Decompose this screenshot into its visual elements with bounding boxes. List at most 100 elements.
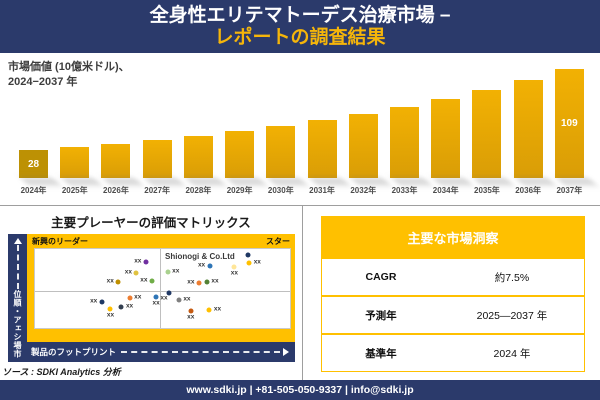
player-data-point: xx xyxy=(134,258,149,265)
insights-table-header: 主要な市場洞察 xyxy=(322,217,584,257)
matrix-x-axis: 製品のフットプリント xyxy=(27,342,295,362)
point-label: xx xyxy=(172,267,180,275)
point-label: xx xyxy=(183,295,191,303)
year-tick-label: 2035年 xyxy=(474,186,500,195)
player-data-point: xx xyxy=(198,262,213,269)
player-data-point: xx xyxy=(187,308,194,320)
player-data-point: xx xyxy=(140,277,155,284)
bar-2034年 xyxy=(431,99,461,178)
bar-2029年 xyxy=(225,131,255,178)
point-label: xx xyxy=(160,294,168,302)
matrix-y-axis-label: 位順・アェシ場市 xyxy=(13,290,22,358)
contact-footer-text: www.sdki.jp | +81-505-050-9337 | info@sd… xyxy=(186,384,414,396)
row-label-cagr: CAGR xyxy=(365,271,397,283)
chart-subtitle-line2: 2024−2037 年 xyxy=(8,75,78,88)
point-label: xx xyxy=(187,313,195,321)
bar-data-label: 28 xyxy=(27,158,40,170)
chart-subtitle-line1: 市場価値 (10億米ドル)、 xyxy=(8,61,130,73)
matrix-y-axis: 位順・アェシ場市 xyxy=(8,234,27,362)
player-data-point: xx xyxy=(206,306,221,313)
bar-2025年 xyxy=(60,147,90,178)
year-tick-label: 2031年 xyxy=(309,186,335,195)
bar-2026年 xyxy=(101,144,131,178)
market-value-bar-chart: 市場価値 (10億米ドル)、 2024−2037 年 28 109 2024年 20… xyxy=(0,53,600,205)
player-data-point: xx xyxy=(118,302,133,309)
quadrant-divider-vertical xyxy=(159,249,161,328)
year-tick-label: 2033年 xyxy=(391,186,418,195)
chart-subtitle: 市場価値 (10億米ドル)、 2024−2037 年 xyxy=(8,60,130,90)
player-matrix-panel: 主要プレーヤーの評価マトリックス 位順・アェシ場市 新興のリーダー スター xyxy=(0,206,303,380)
table-row-base-year: 基準年 2024 年 xyxy=(322,333,584,371)
bar-2030年 xyxy=(266,126,296,178)
player-data-point: xx xyxy=(125,269,139,276)
row-value-base-year: 2024 年 xyxy=(493,347,531,360)
bar-series: 28 109 xyxy=(19,53,584,178)
point-label: xx xyxy=(253,258,261,266)
point-label: xx xyxy=(134,293,142,300)
point-label: xx xyxy=(211,277,219,285)
year-tick-label: 2026年 xyxy=(103,186,129,195)
arrow-right-icon xyxy=(283,348,289,356)
year-tick-label: 2029年 xyxy=(226,186,253,195)
evaluation-matrix: 位順・アェシ場市 新興のリーダー スター Shionogi & Co.Ltd x… xyxy=(8,234,295,362)
bar-2036年 xyxy=(513,80,543,178)
player-data-point: xx xyxy=(90,298,105,305)
report-header: 全身性エリテマトーデス治療市場 – レポートの調査結果 xyxy=(0,0,600,53)
player-data-point: xx xyxy=(204,278,219,285)
player-data-point: xx xyxy=(165,268,179,275)
row-label-forecast-years: 予測年 xyxy=(365,309,397,322)
table-row-cagr: CAGR 約7.5% xyxy=(322,257,584,295)
bar-2028年 xyxy=(183,136,213,178)
matrix-quadrant-frame: 新興のリーダー スター Shionogi & Co.Ltd xx xx xx xx xx… xyxy=(27,234,295,342)
year-tick-label: 2024年 xyxy=(20,186,47,195)
point-label: xx xyxy=(106,277,114,285)
bar-2037年: 109 xyxy=(554,69,584,178)
y-axis-dashed-line xyxy=(16,245,19,289)
x-axis-dashed-line xyxy=(121,351,280,353)
point-label: xx xyxy=(134,257,142,265)
player-data-point: xx xyxy=(153,294,160,306)
player-data-point: xx xyxy=(187,279,202,286)
x-axis-year-labels: 2024年 2025年 2026年 2027年 2028年 2029年 2030年 2031年… xyxy=(19,185,584,196)
year-tick-label: 2032年 xyxy=(350,186,377,195)
matrix-scatter-plot: Shionogi & Co.Ltd xx xx xx xx xx xx xx xx xx xx xx… xyxy=(34,248,291,329)
year-tick-label: 2037年 xyxy=(556,186,583,195)
contact-footer-bar: www.sdki.jp | +81-505-050-9337 | info@sd… xyxy=(0,380,600,400)
point-label: xx xyxy=(124,268,132,276)
matrix-top-band: 新興のリーダー スター xyxy=(27,234,295,248)
quadrant-divider-horizontal xyxy=(35,290,290,292)
player-data-point: xx xyxy=(160,290,172,301)
point-label: xx xyxy=(125,302,134,309)
player-data-point: xx xyxy=(231,264,238,276)
point-label: xx xyxy=(90,297,98,305)
player-data-point: xx xyxy=(107,278,121,285)
bar-2035年 xyxy=(472,90,502,178)
row-value-forecast-years: 2025—2037 年 xyxy=(476,309,548,322)
row-label-base-year: 基準年 xyxy=(365,347,397,360)
point-label: xx xyxy=(187,278,195,286)
bottom-section: 主要プレーヤーの評価マトリックス 位順・アェシ場市 新興のリーダー スター xyxy=(0,205,600,380)
matrix-x-axis-label: 製品のフットプリント xyxy=(31,347,117,357)
bar-2033年 xyxy=(389,107,419,178)
year-tick-label: 2025年 xyxy=(61,186,88,195)
bar-2031年 xyxy=(307,120,337,178)
quadrant-label-emerging-leaders: 新興のリーダー xyxy=(32,236,88,246)
year-tick-label: 2034年 xyxy=(432,186,459,195)
market-insights-panel: 主要な市場洞察 CAGR 約7.5% 予測年 2025—2037 年 基準年 2… xyxy=(303,206,600,380)
bar-2032年 xyxy=(348,114,378,178)
table-row-forecast-years: 予測年 2025—2037 年 xyxy=(322,295,584,333)
row-value-cagr: 約7.5% xyxy=(494,271,530,284)
bar-2027年 xyxy=(142,140,172,178)
player-data-point xyxy=(245,252,251,258)
player-data-point: xx xyxy=(127,293,141,300)
company-annotation: Shionogi & Co.Ltd xyxy=(165,252,235,262)
point-label: xx xyxy=(152,299,160,307)
year-tick-label: 2028年 xyxy=(185,186,212,195)
market-insights-table: 主要な市場洞察 CAGR 約7.5% 予測年 2025—2037 年 基準年 2… xyxy=(321,216,585,372)
player-data-point: xx xyxy=(246,259,261,266)
player-data-point: xx xyxy=(107,306,114,318)
bar-data-label: 109 xyxy=(561,118,578,129)
report-title-line2: レポートの調査結果 xyxy=(214,26,386,48)
source-note: ソース : SDKI Analytics 分析 xyxy=(2,367,121,377)
